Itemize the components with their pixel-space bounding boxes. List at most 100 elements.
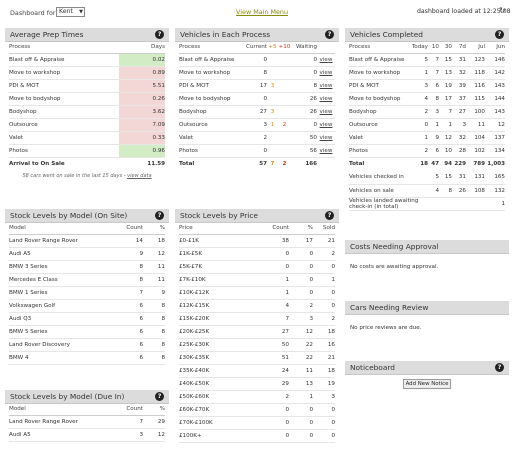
current-count: 0 xyxy=(241,92,267,106)
model-percent: 8 xyxy=(143,351,165,365)
help-icon[interactable]: ? xyxy=(325,211,334,220)
completed-value: 143 xyxy=(485,79,505,93)
price-sold: 2 xyxy=(313,247,335,261)
view-link[interactable]: view xyxy=(317,92,335,106)
panel-average-prep-times: Average Prep Times ? Process Days Blast … xyxy=(5,28,169,195)
refresh-icon[interactable]: ↻ xyxy=(499,6,506,15)
help-icon[interactable]: ? xyxy=(155,211,164,220)
over-10-count: 2 xyxy=(278,118,291,132)
panel-title: Stock Levels by Model (Due In) xyxy=(10,392,125,401)
completed-value: 9 xyxy=(428,131,439,145)
panel-title: Noticeboard xyxy=(350,363,395,372)
help-icon[interactable]: ? xyxy=(155,392,164,401)
col-waiting: Waiting xyxy=(291,42,317,54)
completed-value: 118 xyxy=(466,66,485,80)
panel-header: Vehicles Completed ? xyxy=(345,28,509,42)
price-sold: 1 xyxy=(313,273,335,287)
col-count: Count xyxy=(117,404,143,416)
view-link[interactable]: view xyxy=(317,131,335,145)
price-percent: 13 xyxy=(289,377,313,391)
price-count: 27 xyxy=(263,325,289,339)
model-count: 6 xyxy=(117,312,143,326)
current-count: 17 xyxy=(241,79,267,93)
completed-value: 0 xyxy=(409,118,428,132)
process-name: Move to bodyshop xyxy=(9,92,119,106)
view-link[interactable]: view xyxy=(317,79,335,93)
panel-header: Vehicles in Each Process ? xyxy=(175,28,339,42)
over-5-count: 3 xyxy=(267,79,278,93)
add-new-notice-button[interactable]: Add New Notice xyxy=(403,379,451,389)
current-count: 27 xyxy=(241,105,267,119)
vehicles-completed-table: Process Today 10 30 7d Jul Jun Blast off… xyxy=(349,42,505,211)
total-value: 229 xyxy=(454,161,466,168)
model-name: Audi A5 xyxy=(9,247,117,261)
panel-header: Stock Levels by Price ? xyxy=(175,209,339,223)
summary-label: Vehicles landed awaiting check-in (in to… xyxy=(349,197,428,211)
process-name: Move to bodyshop xyxy=(349,92,409,106)
completed-row: Valet 1 9 12 32 104 137 xyxy=(349,131,505,145)
price-row: £1K-£5K 0 0 2 xyxy=(179,247,335,261)
model-percent: 12 xyxy=(143,247,165,261)
process-row: Blast off & Appraise 0 0 view xyxy=(179,53,335,67)
process-name: Valet xyxy=(179,131,241,145)
total-value: 789 xyxy=(473,161,485,168)
process-name: Move to workshop xyxy=(9,66,119,80)
price-band: £1K-£5K xyxy=(179,247,263,261)
waiting-count: 26 xyxy=(291,105,317,119)
price-percent: 0 xyxy=(289,403,313,417)
help-icon[interactable]: ? xyxy=(325,30,334,39)
model-row: Land Rover Discovery 6 8 xyxy=(9,338,165,352)
location-select[interactable]: Kent ▼ xyxy=(56,7,85,17)
current-count: 3 xyxy=(241,118,267,132)
panel-header: Costs Needing Approval xyxy=(345,240,509,254)
over-10-count xyxy=(278,92,291,106)
help-icon[interactable]: ? xyxy=(495,363,504,372)
completed-row: Bodyshop 2 3 7 27 100 143 xyxy=(349,105,505,119)
view-link[interactable]: view xyxy=(317,53,335,67)
arrival-value: 11.59 xyxy=(147,161,165,168)
days-value: 7.09 xyxy=(119,118,165,132)
panel-cars-needing-review: Cars Needing Review No price reviews are… xyxy=(345,301,509,346)
view-main-menu-link[interactable]: View Main Menu xyxy=(236,8,289,16)
view-link[interactable]: view xyxy=(317,66,335,80)
price-percent: 12 xyxy=(289,325,313,339)
over-10-count xyxy=(278,79,291,93)
completed-row: PDI & MOT 3 6 19 39 116 143 xyxy=(349,79,505,93)
price-percent: 22 xyxy=(289,351,313,365)
completed-value: 104 xyxy=(466,131,485,145)
price-band: £20K-£25K xyxy=(179,325,263,339)
process-name: Blast off & Appraise xyxy=(349,53,409,67)
col-today: Today xyxy=(409,42,428,54)
panel-vehicles-completed: Vehicles Completed ? Process Today 10 30… xyxy=(345,28,509,225)
price-row: £5K-£7K 0 0 0 xyxy=(179,260,335,274)
model-percent: 29 xyxy=(143,415,165,429)
days-value: 5.51 xyxy=(119,79,165,93)
completed-value: 144 xyxy=(485,92,505,106)
help-icon[interactable]: ? xyxy=(155,30,164,39)
process-row: Move to bodyshop 0 26 view xyxy=(179,92,335,106)
completed-value: 7 xyxy=(428,66,439,80)
process-name: PDI & MOT xyxy=(9,79,119,93)
help-icon[interactable]: ? xyxy=(495,30,504,39)
view-link[interactable]: view xyxy=(317,105,335,119)
completed-value: 116 xyxy=(466,79,485,93)
summary-value xyxy=(452,197,466,211)
total-label: Total xyxy=(349,161,365,168)
view-link[interactable]: view xyxy=(317,144,335,158)
model-row: Audi A5 3 12 xyxy=(9,428,165,442)
completed-value: 2 xyxy=(409,144,428,158)
arrival-row: Arrival to On Sale 11.59 xyxy=(9,157,165,171)
waiting-count: 0 xyxy=(291,118,317,132)
summary-value: 5 xyxy=(428,171,439,185)
completed-value: 146 xyxy=(485,53,505,67)
col-jul: Jul xyxy=(466,42,485,54)
view-link[interactable]: view xyxy=(317,118,335,132)
prep-times-table: Process Days Blast off & Appraise 0.02 Mov… xyxy=(9,42,165,171)
current-count: 0 xyxy=(241,53,267,67)
view-data-link[interactable]: view data xyxy=(127,173,152,179)
model-percent: 11 xyxy=(143,260,165,274)
price-band: £5K-£7K xyxy=(179,260,263,274)
waiting-count: 0 xyxy=(291,53,317,67)
hint-text: 58 cars went on sale in the last 15 days… xyxy=(22,173,126,179)
on-sale-hint: 58 cars went on sale in the last 15 days… xyxy=(9,171,165,179)
